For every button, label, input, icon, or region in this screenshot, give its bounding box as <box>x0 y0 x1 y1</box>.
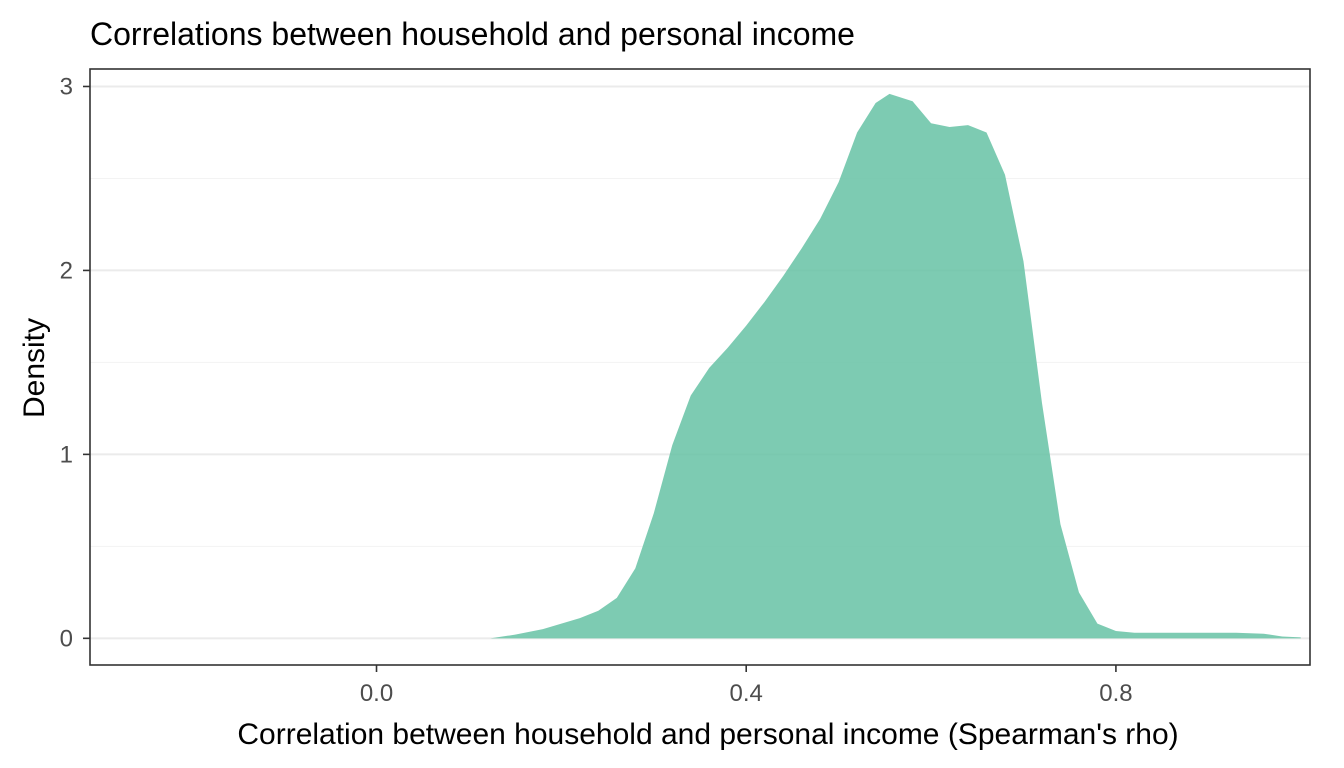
y-axis-label: Density <box>18 318 51 418</box>
density-area-layer <box>490 93 1301 639</box>
x-axis-label: Correlation between household and person… <box>237 718 1178 751</box>
y-tick-label: 2 <box>60 257 73 284</box>
y-tick-label: 1 <box>60 441 73 468</box>
y-tick-label: 0 <box>60 625 73 652</box>
x-tick-label: 0.8 <box>1099 680 1132 707</box>
x-tick-label: 0.4 <box>730 680 763 707</box>
chart-title: Correlations between household and perso… <box>90 16 855 52</box>
y-tick-label: 3 <box>60 73 73 100</box>
x-tick-label: 0.0 <box>360 680 393 707</box>
density-area <box>490 93 1301 639</box>
axis-ticks: 0 1 2 3 0.0 0.4 0.8 <box>60 73 1133 707</box>
panel-border <box>89 68 1311 666</box>
